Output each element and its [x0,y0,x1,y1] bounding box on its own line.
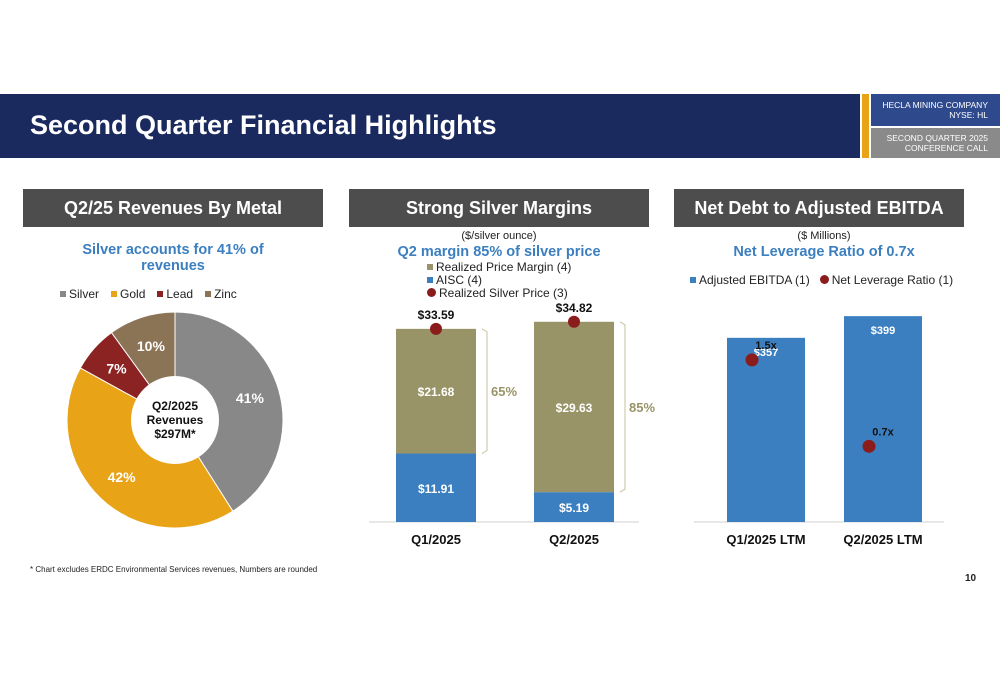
bar-aisc-2 [534,492,614,522]
legend-dot-leverage [819,275,829,285]
legend-label-ebitda: Adjusted EBITDA (1) [699,273,810,287]
bar-ebitda-2 [844,316,922,522]
bar-margin-2 [534,321,614,493]
legend-swatch-gold [111,290,118,297]
label-price-2: $34.82 [556,301,593,315]
event-line1: SECOND QUARTER 2025 [886,133,988,143]
pie-label-silver: 41% [236,390,265,406]
legend-label-leverage: Net Leverage Ratio (1) [831,273,954,287]
revenue-pie-chart: 41% 42% 7% 10% Q2/2025 Revenues $297M* [66,311,284,529]
legend-label-price: Realized Silver Price (3) [439,286,568,300]
margin-bracket-2 [619,321,626,493]
legend-label-aisc: AISC (4) [436,273,483,287]
margin-bracket-1 [481,328,488,454]
legend-swatch-zinc [205,290,212,297]
legend-label-gold: Gold [120,287,146,301]
legend-label-zinc: Zinc [214,287,237,301]
revenues-subtitle: Silver accounts for 41% of revenues [23,242,323,274]
label-leverage-2: 0.7x [872,426,894,438]
net-debt-subtitle: Net Leverage Ratio of 0.7x [733,244,915,260]
pie-center-line1: Q2/2025 [152,399,198,413]
legend-item-silver: Silver [60,287,99,301]
net-debt-unit: ($ Millions) [797,230,851,242]
leverage-dot-1 [745,353,759,367]
pie-label-gold: 42% [108,469,137,485]
legend-swatch-ebitda [690,276,696,283]
legend-item-ebitda: Adjusted EBITDA (1) [690,273,810,287]
title-bar [0,94,860,158]
margin-pct-1: 65% [491,384,517,399]
legend-item-margin: Realized Price Margin (4) [427,261,571,274]
company-name: HECLA MINING COMPANY [882,100,988,110]
label-margin-1: $21.68 [418,385,455,399]
price-dot-2 [568,315,580,328]
price-dot-1 [430,322,442,335]
legend-dot-price [427,288,436,298]
legend-item-lead: Lead [157,287,193,301]
legend-swatch-margin [427,263,433,270]
label-aisc-1: $11.91 [418,482,454,496]
x-tick-1: Q1/2025 [411,532,461,547]
panel-heading-margins: Strong Silver Margins [349,189,649,227]
legend-item-zinc: Zinc [205,287,237,301]
label-ebitda-2: $399 [871,325,895,337]
ticker: NYSE: HL [949,110,988,120]
revenues-subtitle-line2: revenues [141,258,205,274]
revenues-subtitle-line1: Silver accounts for 41% of [82,242,264,258]
pie-center-hole [131,376,219,464]
legend-label-margin: Realized Price Margin (4) [436,260,572,274]
company-box: HECLA MINING COMPANY NYSE: HL [871,94,1000,126]
bar-aisc-1 [396,453,476,522]
margins-unit: ($/silver ounce) [461,230,537,242]
pie-label-lead: 7% [106,360,127,376]
pie-center-line2: Revenues [147,413,204,427]
pie-label-zinc: 10% [137,338,166,354]
leverage-dot-2 [862,439,876,453]
panel-heading-net-debt: Net Debt to Adjusted EBITDA [674,189,964,227]
label-leverage-1: 1.5x [755,340,777,352]
legend-label-silver: Silver [69,287,100,301]
legend-item-leverage: Net Leverage Ratio (1) [819,273,954,287]
event-box: SECOND QUARTER 2025 CONFERENCE CALL [871,128,1000,158]
silver-margin-chart: $11.91 $21.68 $33.59 Q1/2025 65% $5.19 $29.63 $… [369,301,655,547]
event-line2: CONFERENCE CALL [904,143,988,153]
legend-swatch-silver [60,290,66,297]
footnote: * Chart excludes ERDC Environmental Serv… [30,565,318,574]
label-price-1: $33.59 [418,308,455,322]
page-number: 10 [965,573,977,584]
margins-subtitle: Q2 margin 85% of silver price [397,244,601,260]
bar-margin-1 [396,328,476,454]
bar-ebitda-1 [727,337,805,522]
x-tick-1: Q1/2025 LTM [726,532,805,547]
gold-accent-strip [862,94,869,158]
page-title: Second Quarter Financial Highlights [30,110,497,140]
net-debt-legend: Adjusted EBITDA (1) Net Leverage Ratio (… [690,273,953,287]
legend-item-aisc: AISC (4) [427,274,571,287]
label-margin-2: $29.63 [556,401,593,415]
x-tick-2: Q2/2025 [549,532,599,547]
x-tick-2: Q2/2025 LTM [843,532,922,547]
pie-center-line3: $297M* [154,427,196,441]
pie-slice-silver [174,311,284,512]
legend-swatch-lead [157,290,164,297]
label-aisc-2: $5.19 [559,501,589,515]
legend-label-lead: Lead [166,287,194,301]
pie-legend: Silver Gold Lead Zinc [60,287,320,301]
legend-swatch-aisc [427,276,433,283]
legend-item-price: Realized Silver Price (3) [427,287,571,300]
label-ebitda-1: $357 [754,347,778,359]
margins-legend: Realized Price Margin (4) AISC (4) Reali… [427,261,571,300]
panel-heading-revenues: Q2/25 Revenues By Metal [23,189,323,227]
legend-item-gold: Gold [111,287,145,301]
margin-pct-2: 85% [629,400,655,415]
